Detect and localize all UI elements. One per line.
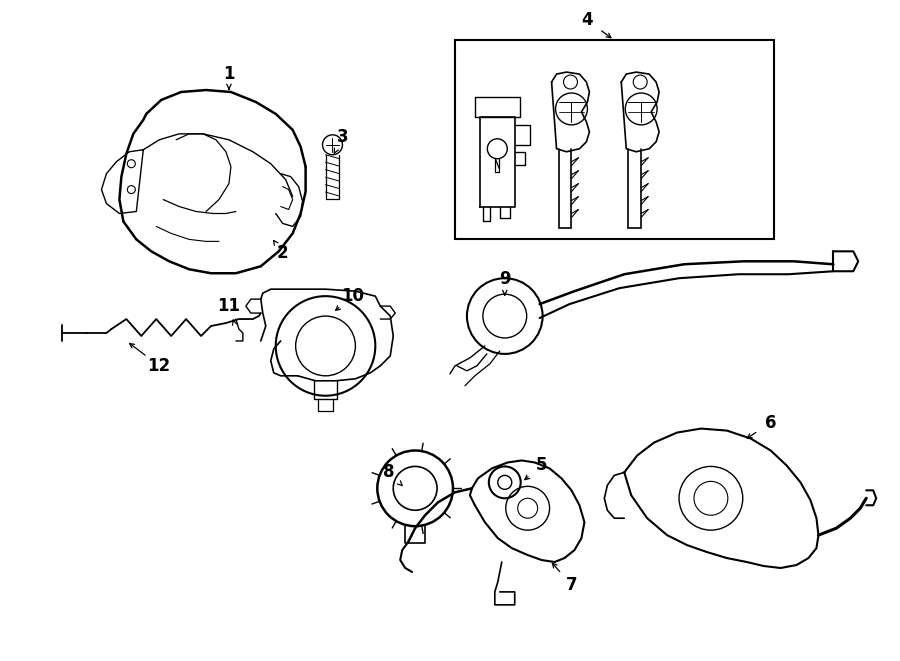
Text: 2: 2 bbox=[277, 245, 289, 262]
Text: 10: 10 bbox=[341, 287, 364, 305]
Text: 9: 9 bbox=[499, 270, 510, 288]
Bar bbox=[455, 40, 774, 239]
Text: 5: 5 bbox=[536, 457, 547, 475]
Text: 1: 1 bbox=[223, 65, 235, 83]
Text: 3: 3 bbox=[337, 128, 348, 146]
Text: 12: 12 bbox=[148, 357, 171, 375]
Text: 7: 7 bbox=[566, 576, 577, 594]
Text: 4: 4 bbox=[581, 11, 593, 29]
Text: 6: 6 bbox=[765, 414, 777, 432]
Text: 11: 11 bbox=[218, 297, 240, 315]
Text: 8: 8 bbox=[382, 463, 394, 481]
